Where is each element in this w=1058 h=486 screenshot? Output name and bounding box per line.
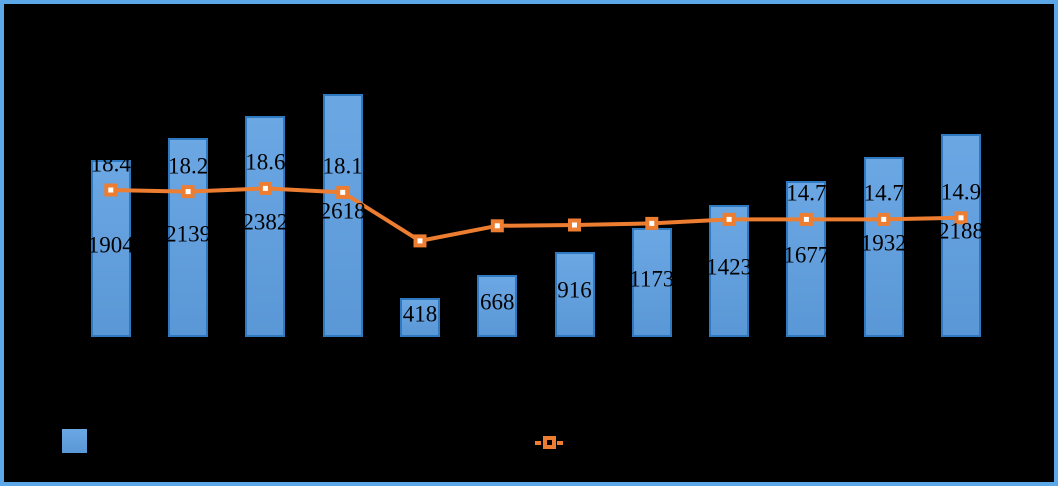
bar: [786, 181, 827, 337]
bar-value-label: 2139: [165, 221, 212, 246]
line-marker-center: [417, 238, 423, 244]
line-value-label: 18.1: [322, 153, 363, 179]
line-path: [110, 186, 962, 243]
bar: [168, 138, 209, 337]
bar-value-label: 2382: [242, 209, 289, 235]
line-value-label: 14.7: [863, 180, 904, 206]
bar: [245, 115, 286, 337]
line-marker-center: [340, 189, 346, 195]
bar-value-label: 1423: [706, 254, 753, 280]
bar-value-label: 1677: [783, 242, 830, 268]
line-marker-center: [958, 215, 964, 221]
line-value-label: 18.2: [167, 153, 209, 179]
line-marker-center: [185, 189, 191, 195]
line-marker-center: [494, 223, 500, 229]
line-value-label: 18.6: [245, 149, 286, 175]
bar-value-label: 418: [402, 301, 438, 327]
bar: [477, 274, 518, 337]
bar: [863, 157, 904, 337]
bar-value-label: 668: [480, 289, 515, 315]
bar: [709, 204, 750, 337]
bar: [322, 93, 363, 337]
bar: [554, 251, 595, 337]
bar-value-label: 916: [557, 277, 592, 303]
bar-value-label: 2188: [937, 218, 984, 244]
line-marker-center: [262, 185, 268, 191]
bar-value-label: 1173: [629, 266, 675, 291]
line-marker-center: [881, 216, 887, 222]
bar: [400, 298, 440, 337]
line-marker-center: [572, 222, 577, 228]
line-value-label: 18.4: [90, 151, 131, 177]
bar-value-label: 2618: [319, 198, 366, 224]
line-series: [104, 181, 968, 248]
bar-value-label: 1904: [87, 232, 134, 257]
line-value-label: 14.9: [940, 179, 982, 205]
line-marker-center: [726, 216, 732, 222]
line-value-label: 14.7: [786, 180, 827, 206]
line-marker-center: [108, 187, 114, 193]
line-marker-center: [803, 216, 809, 222]
line-marker-center: [649, 220, 655, 226]
bar-value-label: 1932: [860, 230, 907, 256]
bar: [941, 133, 981, 337]
